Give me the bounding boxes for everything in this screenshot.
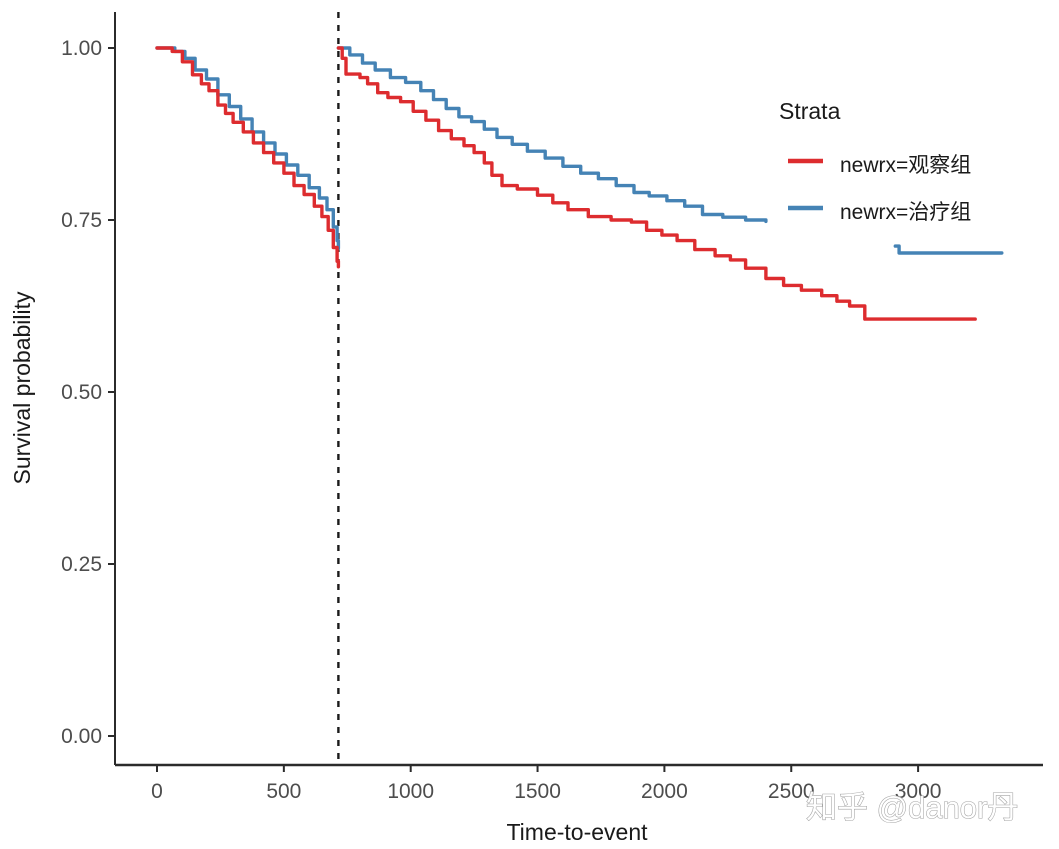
survival-curves bbox=[155, 46, 1004, 321]
x-tick-label: 0 bbox=[151, 780, 163, 803]
y-tick-label: 0.00 bbox=[61, 725, 102, 748]
tick-labels: 0.00 0.25 0.50 0.75 1.00 0 500 1000 1500 2000 2500… bbox=[61, 37, 941, 803]
legend-title: Strata bbox=[779, 98, 841, 124]
y-tick-label: 0.25 bbox=[61, 553, 102, 576]
watermark: 知乎 @danor丹 bbox=[806, 790, 1018, 825]
x-tick-label: 2500 bbox=[768, 780, 815, 803]
x-tick-label: 1000 bbox=[387, 780, 434, 803]
x-tick-label: 3000 bbox=[895, 780, 942, 803]
y-tick-label: 0.75 bbox=[61, 209, 102, 232]
y-tick-label: 1.00 bbox=[61, 37, 102, 60]
survival-curve-blue bbox=[893, 244, 1004, 255]
legend: Strata newrx=观察组 newrx=治疗组 bbox=[779, 98, 971, 224]
x-tick-label: 2000 bbox=[641, 780, 688, 803]
y-axis-label: Survival probability bbox=[9, 291, 35, 485]
legend-entry-blue-label: newrx=治疗组 bbox=[840, 201, 971, 224]
legend-entry-red-label: newrx=观察组 bbox=[840, 154, 971, 177]
survival-curve-red bbox=[155, 46, 341, 269]
survival-curve-red bbox=[336, 46, 977, 321]
y-tick-label: 0.50 bbox=[61, 381, 102, 404]
survival-curve-blue bbox=[336, 46, 768, 224]
x-axis-label: Time-to-event bbox=[506, 819, 648, 845]
axes bbox=[108, 12, 1043, 772]
x-tick-label: 1500 bbox=[514, 780, 561, 803]
x-tick-label: 500 bbox=[266, 780, 301, 803]
survival-curve-blue bbox=[155, 46, 341, 250]
